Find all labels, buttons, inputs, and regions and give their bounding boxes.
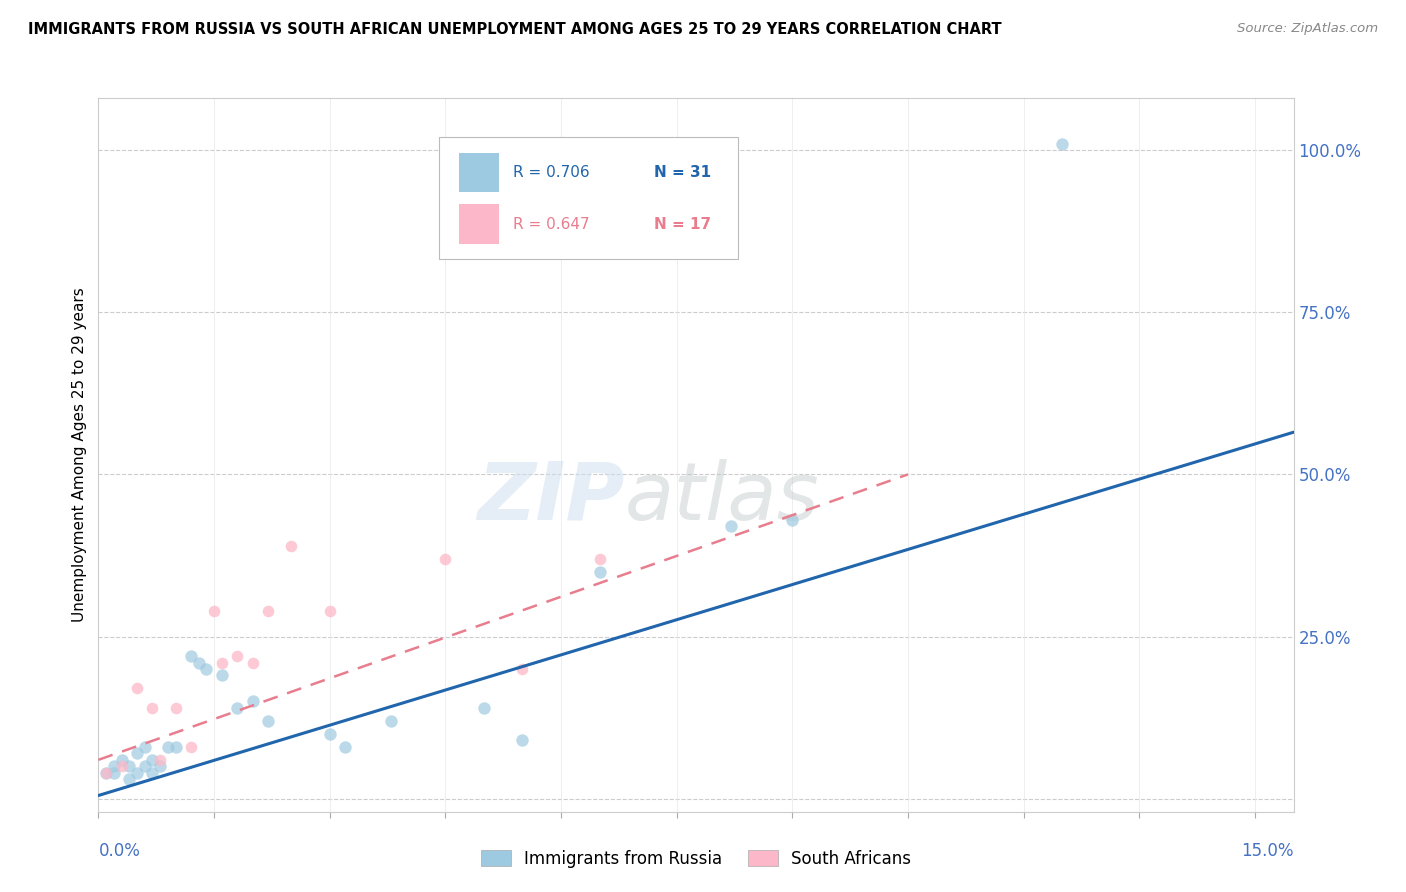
Point xyxy=(333,739,356,754)
Point xyxy=(165,739,187,754)
Point xyxy=(211,656,233,670)
Point xyxy=(180,739,202,754)
Point xyxy=(512,733,534,747)
Legend: Immigrants from Russia, South Africans: Immigrants from Russia, South Africans xyxy=(474,844,918,875)
FancyBboxPatch shape xyxy=(439,137,738,259)
Point xyxy=(134,739,156,754)
Point xyxy=(257,714,280,728)
Point xyxy=(141,753,163,767)
Point xyxy=(720,519,742,533)
Point xyxy=(94,765,117,780)
Point xyxy=(1050,136,1073,151)
Point xyxy=(588,565,610,579)
Point xyxy=(141,765,163,780)
Point xyxy=(110,753,132,767)
Point xyxy=(94,765,117,780)
Point xyxy=(211,668,233,682)
Point xyxy=(242,656,264,670)
Point xyxy=(149,759,172,773)
Point xyxy=(280,539,302,553)
Point xyxy=(141,701,163,715)
Text: 15.0%: 15.0% xyxy=(1241,842,1294,860)
Point xyxy=(187,656,209,670)
Text: atlas: atlas xyxy=(624,458,820,537)
Point xyxy=(319,604,342,618)
Text: R = 0.647: R = 0.647 xyxy=(513,217,589,232)
Text: N = 17: N = 17 xyxy=(654,217,711,232)
Text: R = 0.706: R = 0.706 xyxy=(513,165,589,180)
Point xyxy=(380,714,402,728)
Point xyxy=(118,772,141,787)
Point xyxy=(782,513,804,527)
FancyBboxPatch shape xyxy=(460,204,499,244)
Point xyxy=(257,604,280,618)
Point xyxy=(319,727,342,741)
Point xyxy=(226,701,249,715)
Point xyxy=(472,701,495,715)
Point xyxy=(125,681,148,696)
Point xyxy=(195,662,218,676)
Point xyxy=(118,759,141,773)
Point xyxy=(434,551,457,566)
Text: 0.0%: 0.0% xyxy=(98,842,141,860)
Point xyxy=(512,662,534,676)
Point xyxy=(103,765,125,780)
FancyBboxPatch shape xyxy=(460,153,499,193)
Text: ZIP: ZIP xyxy=(477,458,624,537)
Point xyxy=(242,694,264,708)
Point xyxy=(202,604,225,618)
Point xyxy=(588,551,610,566)
Text: N = 31: N = 31 xyxy=(654,165,711,180)
Point xyxy=(226,648,249,663)
Point xyxy=(149,753,172,767)
Point xyxy=(110,759,132,773)
Point xyxy=(165,701,187,715)
Point xyxy=(156,739,179,754)
Text: IMMIGRANTS FROM RUSSIA VS SOUTH AFRICAN UNEMPLOYMENT AMONG AGES 25 TO 29 YEARS C: IMMIGRANTS FROM RUSSIA VS SOUTH AFRICAN … xyxy=(28,22,1001,37)
Y-axis label: Unemployment Among Ages 25 to 29 years: Unemployment Among Ages 25 to 29 years xyxy=(72,287,87,623)
Point xyxy=(125,747,148,761)
Point xyxy=(103,759,125,773)
Point xyxy=(125,765,148,780)
Text: Source: ZipAtlas.com: Source: ZipAtlas.com xyxy=(1237,22,1378,36)
Point xyxy=(180,648,202,663)
Point xyxy=(134,759,156,773)
